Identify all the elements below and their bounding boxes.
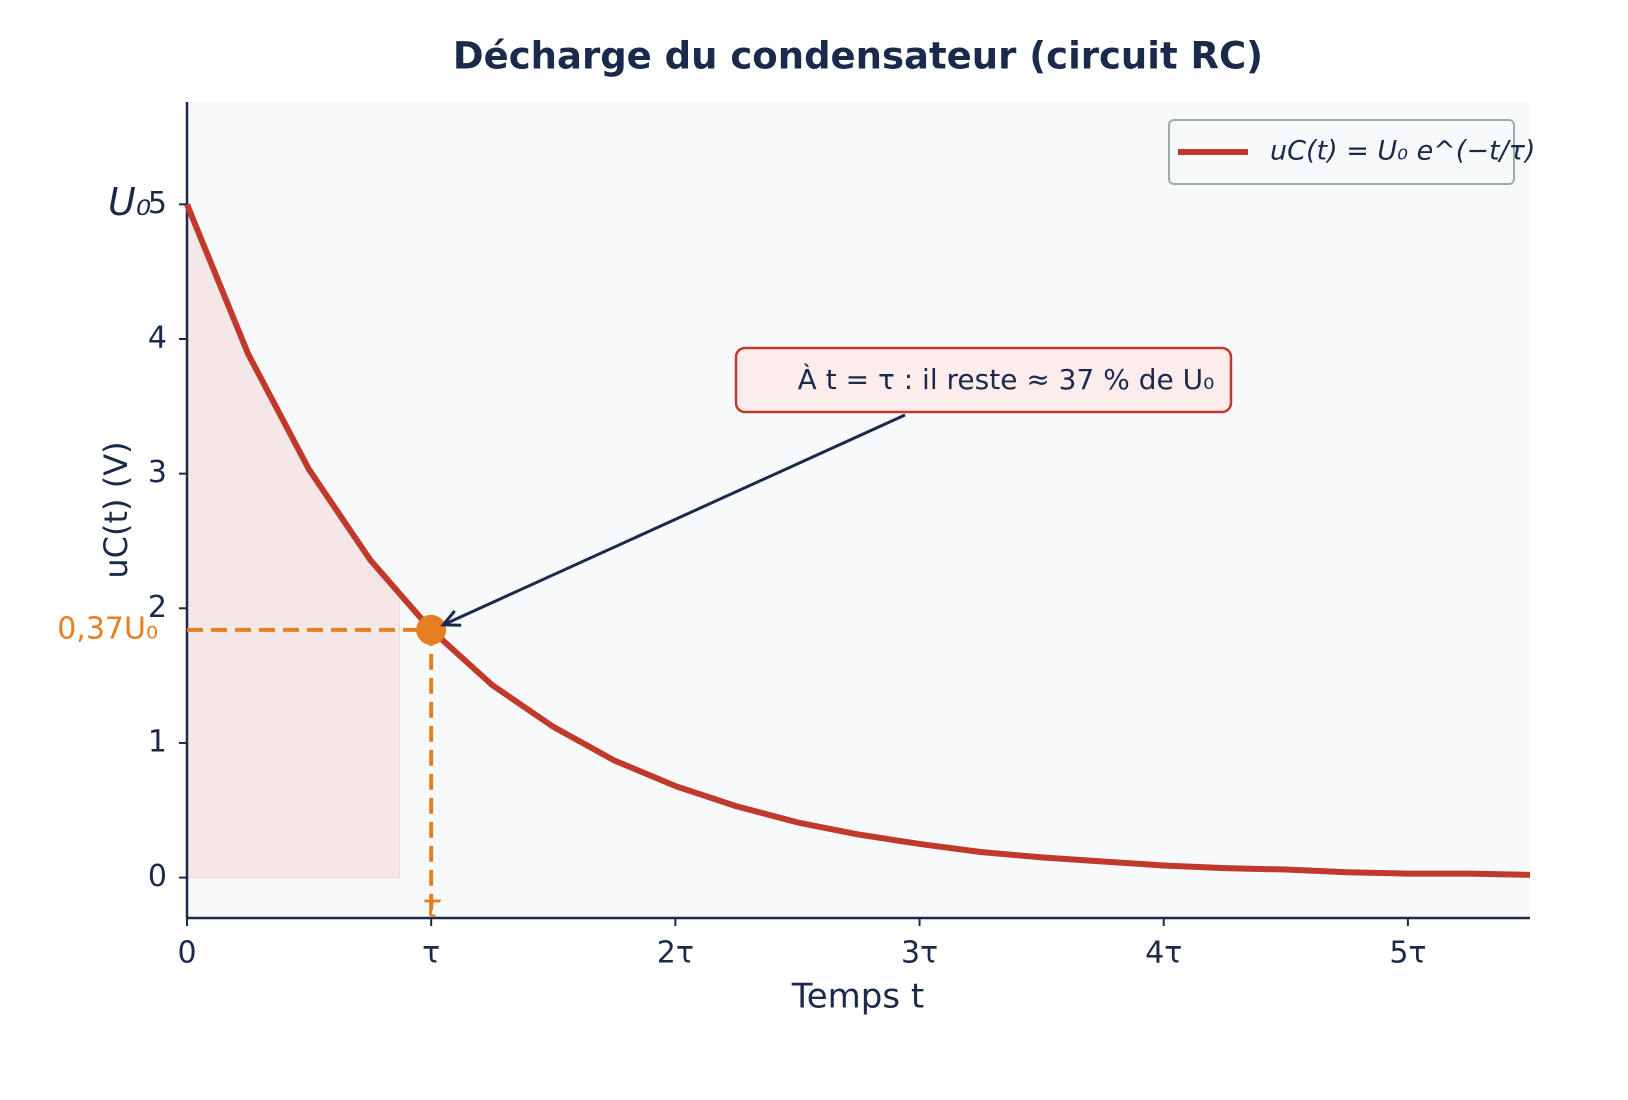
x-tick-label: 2τ <box>657 936 694 971</box>
x-tick-label: 3τ <box>901 936 938 971</box>
annotation-arrow <box>442 413 906 627</box>
chart-title: Décharge du condensateur (circuit RC) <box>453 35 1263 78</box>
u0-label: U₀ <box>108 180 151 224</box>
y-tick-label: 0 <box>148 859 167 894</box>
arrow-head <box>440 610 462 627</box>
line <box>184 203 1531 878</box>
x-tick-label: 4τ <box>1145 936 1182 971</box>
y-tick-label: 1 <box>148 724 167 759</box>
x-tick-label: 5τ <box>1389 936 1426 971</box>
y-tick-label: 3 <box>148 455 167 490</box>
legend-box <box>1168 119 1515 185</box>
annotation-box <box>734 346 1233 414</box>
annotation: À t = τ : il reste ≈ 37 % de U₀ <box>798 362 1215 396</box>
marker <box>416 614 447 645</box>
x-tick-label: 0 <box>177 936 196 971</box>
y-axis-label: uC(t) (V) <box>97 441 135 578</box>
y-tick-label: 5 <box>148 186 167 221</box>
legend-label: uC(t) = U₀ e^(−t/τ) <box>1270 136 1535 167</box>
marker-x-label: τ <box>422 887 442 925</box>
marker-y-label: 0,37U₀ <box>57 611 158 646</box>
x-tick-label: τ <box>422 936 440 971</box>
x-axis-label: Temps t <box>791 977 924 1017</box>
plot-area <box>187 102 1530 918</box>
y-tick-label: 4 <box>148 320 167 355</box>
y-tick-label: 2 <box>148 590 167 625</box>
